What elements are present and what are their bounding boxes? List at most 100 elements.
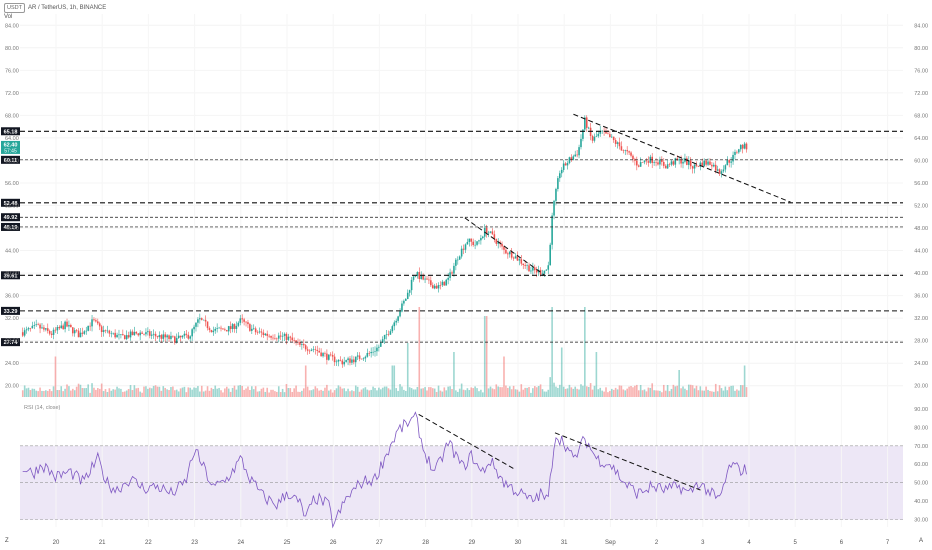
candle-body: [23, 330, 26, 336]
volume-bar: [701, 390, 704, 397]
volume-bar: [258, 391, 261, 397]
level-label-bg: [1, 271, 20, 280]
candle-body: [539, 269, 542, 275]
volume-bar: [730, 385, 732, 397]
candle-body: [738, 149, 740, 153]
candle-body: [341, 360, 344, 365]
volume-bar: [356, 386, 359, 397]
y-tick-label-right: 36.00: [914, 294, 928, 300]
candle-body: [345, 360, 347, 362]
candle-body: [634, 159, 636, 161]
volume-bar: [326, 384, 328, 397]
symbol-legend: USDT AR / TetherUS, 1h, BINANCE Vol: [4, 3, 106, 21]
candle-body: [245, 321, 247, 323]
volume-bar: [314, 386, 317, 397]
volume-bar: [541, 389, 544, 397]
volume-bar: [168, 390, 170, 397]
volume-bar: [43, 390, 45, 397]
volume-bar: [697, 390, 700, 397]
y-tick-label-right: 80.00: [914, 46, 928, 52]
candle-body: [545, 269, 548, 271]
candle-body: [295, 340, 297, 342]
volume-bar: [335, 388, 338, 397]
volume-bar: [285, 384, 288, 397]
volume-bar: [360, 389, 363, 397]
candle-body: [37, 324, 39, 325]
candle-body: [349, 358, 351, 363]
candle-body: [503, 246, 505, 250]
candle-body: [624, 150, 627, 151]
volume-bar: [691, 385, 694, 397]
candle-body: [541, 273, 544, 275]
volume-bar: [734, 390, 736, 397]
level-label: 48.19: [4, 225, 18, 231]
trendline: [464, 217, 547, 277]
volume-bar: [81, 387, 84, 397]
volume-bar: [199, 391, 201, 397]
volume-bar: [25, 388, 28, 397]
last-price-bg: [1, 140, 20, 154]
candle-body: [518, 259, 521, 261]
x-tick-label: 6: [840, 540, 844, 546]
candle-body: [116, 334, 118, 338]
candle-body: [266, 333, 269, 336]
candle-body: [279, 335, 282, 337]
volume-bar: [431, 388, 434, 397]
candle-body: [141, 332, 143, 334]
candle-body: [657, 162, 659, 165]
x-tick-label: 27: [376, 540, 383, 546]
volume-bar: [116, 386, 118, 397]
volume-bar: [410, 388, 413, 397]
volume-bar: [301, 390, 303, 397]
volume-bar: [676, 385, 679, 397]
volume-bar: [102, 391, 105, 397]
volume-bar: [739, 385, 742, 397]
candle-body: [468, 238, 471, 242]
volume-bar: [535, 387, 538, 397]
currency-badge[interactable]: USDT: [4, 3, 25, 13]
candle-body: [97, 321, 99, 324]
volume-bar: [123, 391, 126, 397]
candle-body: [418, 272, 421, 280]
volume-bar: [643, 389, 646, 397]
candle-body: [185, 333, 188, 335]
candle-body: [108, 330, 111, 334]
candle-body: [653, 162, 655, 163]
candle-body: [164, 334, 166, 338]
candle-body: [645, 160, 648, 162]
volume-bar: [399, 384, 401, 397]
candle-body: [187, 334, 190, 339]
volume-bar: [287, 388, 290, 397]
candle-body: [587, 127, 590, 129]
volume-bar: [283, 392, 286, 397]
volume-bar: [564, 388, 567, 397]
volume-bar: [304, 365, 307, 397]
candle-body: [383, 334, 386, 340]
volume-bar: [60, 386, 63, 397]
volume-bar: [73, 390, 76, 397]
volume-bar: [466, 388, 469, 397]
volume-bar: [279, 392, 282, 397]
y-tick-label-right: 84.00: [914, 23, 928, 29]
candle-body: [235, 325, 238, 329]
volume-bar: [537, 385, 540, 397]
timezone-icon[interactable]: Z: [5, 538, 9, 544]
candle-body: [616, 142, 619, 144]
volume-bar: [379, 389, 382, 397]
volume-bar: [557, 387, 559, 397]
rsi-tick-label: 60.00: [914, 462, 928, 468]
candle-body: [71, 327, 74, 334]
y-tick-label: 84.00: [5, 23, 19, 29]
candle-body: [512, 257, 515, 259]
auto-scale-toggle[interactable]: A: [919, 538, 924, 544]
volume-bar: [91, 383, 93, 397]
volume-bar: [185, 392, 188, 397]
candle-body: [430, 280, 432, 286]
x-tick-label: 2: [655, 540, 659, 546]
volume-bar: [133, 385, 136, 397]
candle-body: [566, 163, 569, 166]
candle-body: [568, 157, 571, 164]
candle-body: [310, 349, 313, 351]
volume-bar: [472, 388, 474, 397]
